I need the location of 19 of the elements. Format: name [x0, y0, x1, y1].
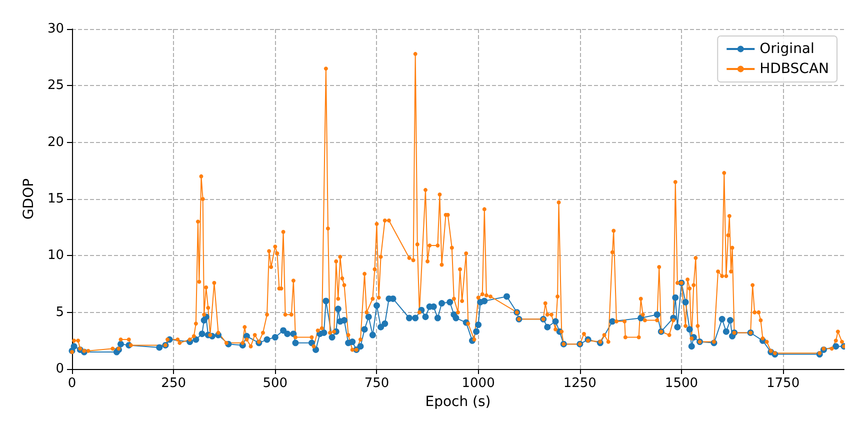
y-tick-label: 5	[56, 304, 64, 320]
y-tick-label: 0	[56, 362, 64, 376]
legend-label: Original	[760, 41, 814, 57]
x-tick-label: 500	[262, 376, 288, 391]
y-tick-label: 25	[47, 78, 64, 94]
y-tick-label: 20	[47, 134, 64, 150]
y-tick-label: 15	[47, 192, 64, 206]
y-tick-label: 30	[47, 22, 64, 36]
y-axis-title: GDOP	[21, 178, 37, 220]
x-tick-label: 750	[364, 376, 390, 391]
x-axis-title: Epoch (s)	[425, 394, 491, 410]
x-tick-label: 250	[161, 376, 186, 391]
x-tick-label: 1750	[766, 376, 800, 391]
x-tick-label: 1500	[664, 376, 698, 391]
y-tick-label: 10	[47, 248, 64, 264]
x-tick-label: 1000	[462, 376, 495, 391]
x-tick-label: 0	[68, 376, 76, 391]
legend-label: HDBSCAN	[760, 61, 830, 77]
x-tick-label: 1250	[563, 376, 596, 391]
